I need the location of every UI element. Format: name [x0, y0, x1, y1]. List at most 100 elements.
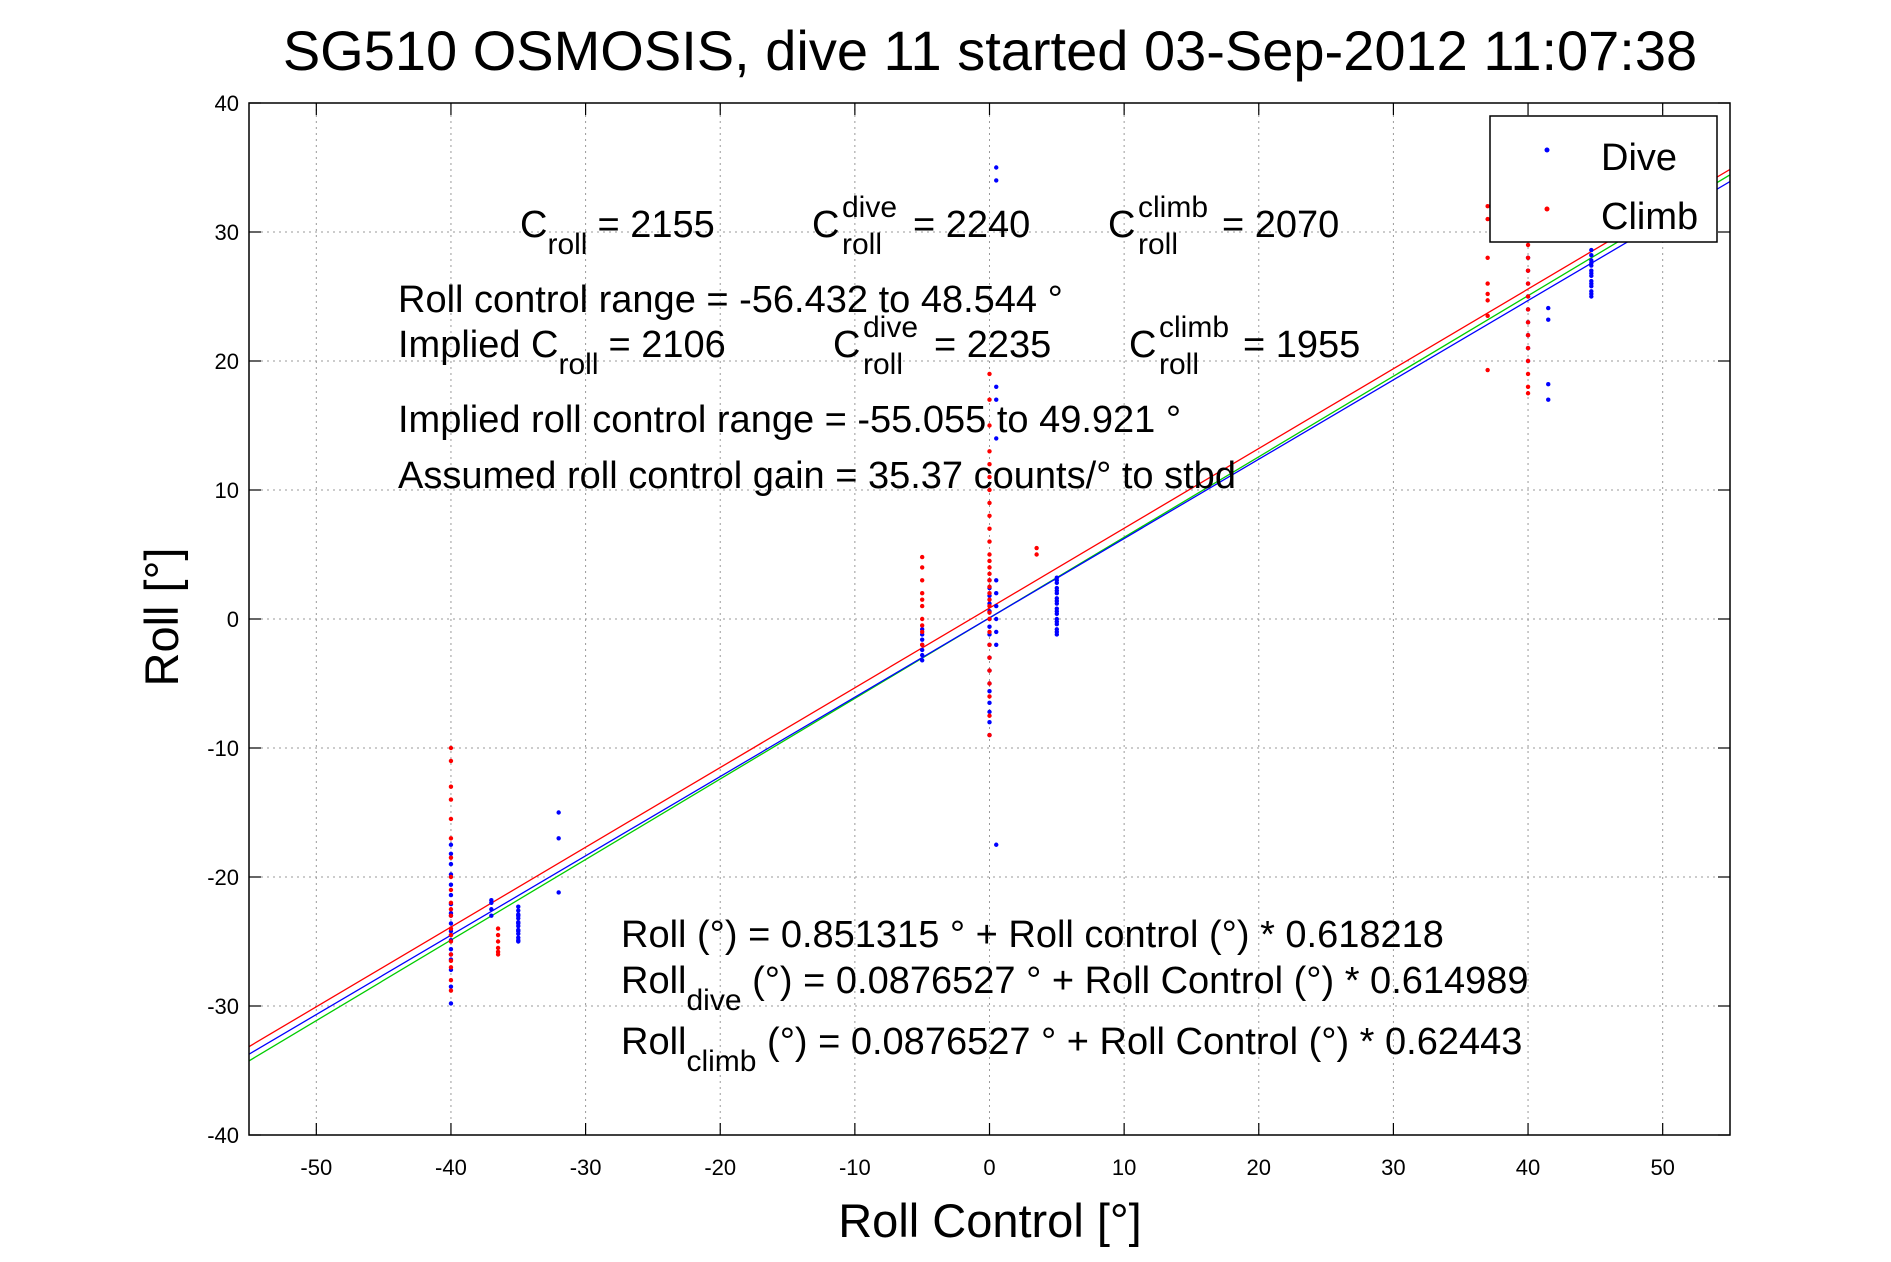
climb-point [1485, 255, 1490, 260]
fit-equation-all: Roll (°) = 0.851315 ° + Roll control (°)… [621, 914, 1444, 956]
dive-point [448, 947, 454, 952]
dive-point [1589, 260, 1594, 266]
climb-point [1525, 345, 1531, 351]
climb-point [1485, 216, 1490, 222]
climb-point [448, 932, 454, 938]
dive-point [1054, 578, 1060, 583]
dive-point [1589, 281, 1594, 286]
climb-point [1485, 291, 1490, 297]
dive-point [919, 647, 925, 653]
climb-point [1525, 242, 1531, 248]
dive-point [516, 908, 521, 913]
climb-point [987, 732, 992, 738]
implied-c-roll-dive-sub: roll [863, 348, 903, 381]
dive-point [987, 689, 992, 694]
climb-point [448, 900, 454, 905]
climb-point [919, 578, 925, 583]
climb-point [987, 597, 992, 602]
legend-climb-label: Climb [1601, 196, 1698, 238]
c-roll-dive-sup: dive [842, 191, 897, 224]
dive-point [987, 624, 992, 629]
dive-point [489, 907, 494, 912]
x-tick-label: -50 [300, 1155, 332, 1180]
dive-point [1054, 619, 1060, 624]
climb-point [495, 939, 501, 944]
x-tick-label: -40 [435, 1155, 467, 1180]
climb-point [987, 629, 992, 635]
climb-point [448, 758, 454, 764]
climb-point [919, 591, 925, 596]
climb-point [448, 855, 454, 860]
dive-point [1589, 253, 1594, 258]
dive-point [1546, 305, 1551, 311]
climb-point [987, 423, 992, 428]
climb-point [919, 616, 925, 622]
implied-c-roll-climb-sub: roll [1159, 348, 1199, 381]
dive-point [489, 913, 494, 918]
legend-dive-marker [1544, 147, 1550, 153]
dive-point [448, 921, 454, 926]
dive-point [994, 178, 999, 183]
y-tick-label: -30 [207, 994, 239, 1019]
climb-point [448, 874, 454, 880]
climb-point [987, 371, 992, 377]
dive-point [448, 861, 454, 867]
climb-point [448, 958, 454, 964]
dive-point [1054, 598, 1060, 604]
climb-point [1525, 307, 1531, 312]
climb-point [1525, 255, 1531, 260]
c-roll-climb-sub: roll [1138, 228, 1178, 261]
dive-point [516, 928, 521, 934]
climb-point [1525, 391, 1531, 396]
climb-point [448, 952, 454, 957]
climb-point [1525, 320, 1531, 325]
climb-point [1485, 367, 1490, 373]
climb-point [1525, 384, 1531, 389]
climb-point [919, 554, 925, 560]
c-roll-climb-value: = 2070 [1222, 204, 1339, 246]
axis-ticks [249, 102, 1730, 1136]
dive-point [448, 892, 454, 898]
y-tick-label: -40 [207, 1123, 239, 1148]
dive-point [516, 921, 521, 926]
climb-point [987, 487, 992, 493]
x-tick-label: 0 [983, 1155, 995, 1180]
dive-point [1054, 588, 1060, 593]
climb-point [987, 578, 992, 583]
implied-c-roll-annotation: Implied Croll = 2106 [398, 324, 726, 381]
climb-point [448, 926, 454, 931]
climb-point [987, 655, 992, 660]
legend-climb-marker [1544, 206, 1550, 212]
climb-point [919, 623, 925, 628]
climb-point [987, 462, 992, 467]
dive-point [1054, 629, 1060, 635]
implied-c-roll-dive-sup: dive [863, 311, 918, 344]
climb-point [1525, 358, 1531, 364]
climb-point [1525, 371, 1531, 377]
climb-point [1485, 281, 1490, 286]
y-axis-label: Roll [°] [135, 548, 188, 687]
fit-equation-climb: Rollclimb (°) = 0.0876527 ° + Roll Contr… [621, 1021, 1522, 1078]
climb-point [987, 610, 992, 615]
climb-point [448, 988, 454, 993]
climb-point [987, 591, 992, 596]
dive-point [1589, 247, 1594, 253]
climb-point [919, 642, 925, 647]
x-tick-labels: -50 -40 -30 -20 -10 0 10 20 30 40 50 [300, 1155, 1675, 1180]
implied-c-roll-dive-annotation: C [833, 324, 860, 366]
climb-point [448, 913, 454, 918]
data-points [448, 165, 1594, 1006]
climb-point [495, 949, 501, 955]
climb-point [987, 668, 992, 673]
climb-point [919, 603, 925, 609]
climb-point [987, 565, 992, 570]
climb-point [987, 584, 992, 589]
climb-point [448, 965, 454, 970]
climb-point [987, 571, 992, 577]
climb-point [1485, 298, 1490, 303]
climb-point [448, 939, 454, 944]
climb-point [919, 597, 925, 602]
dive-point [556, 890, 561, 895]
dive-point [994, 616, 999, 622]
